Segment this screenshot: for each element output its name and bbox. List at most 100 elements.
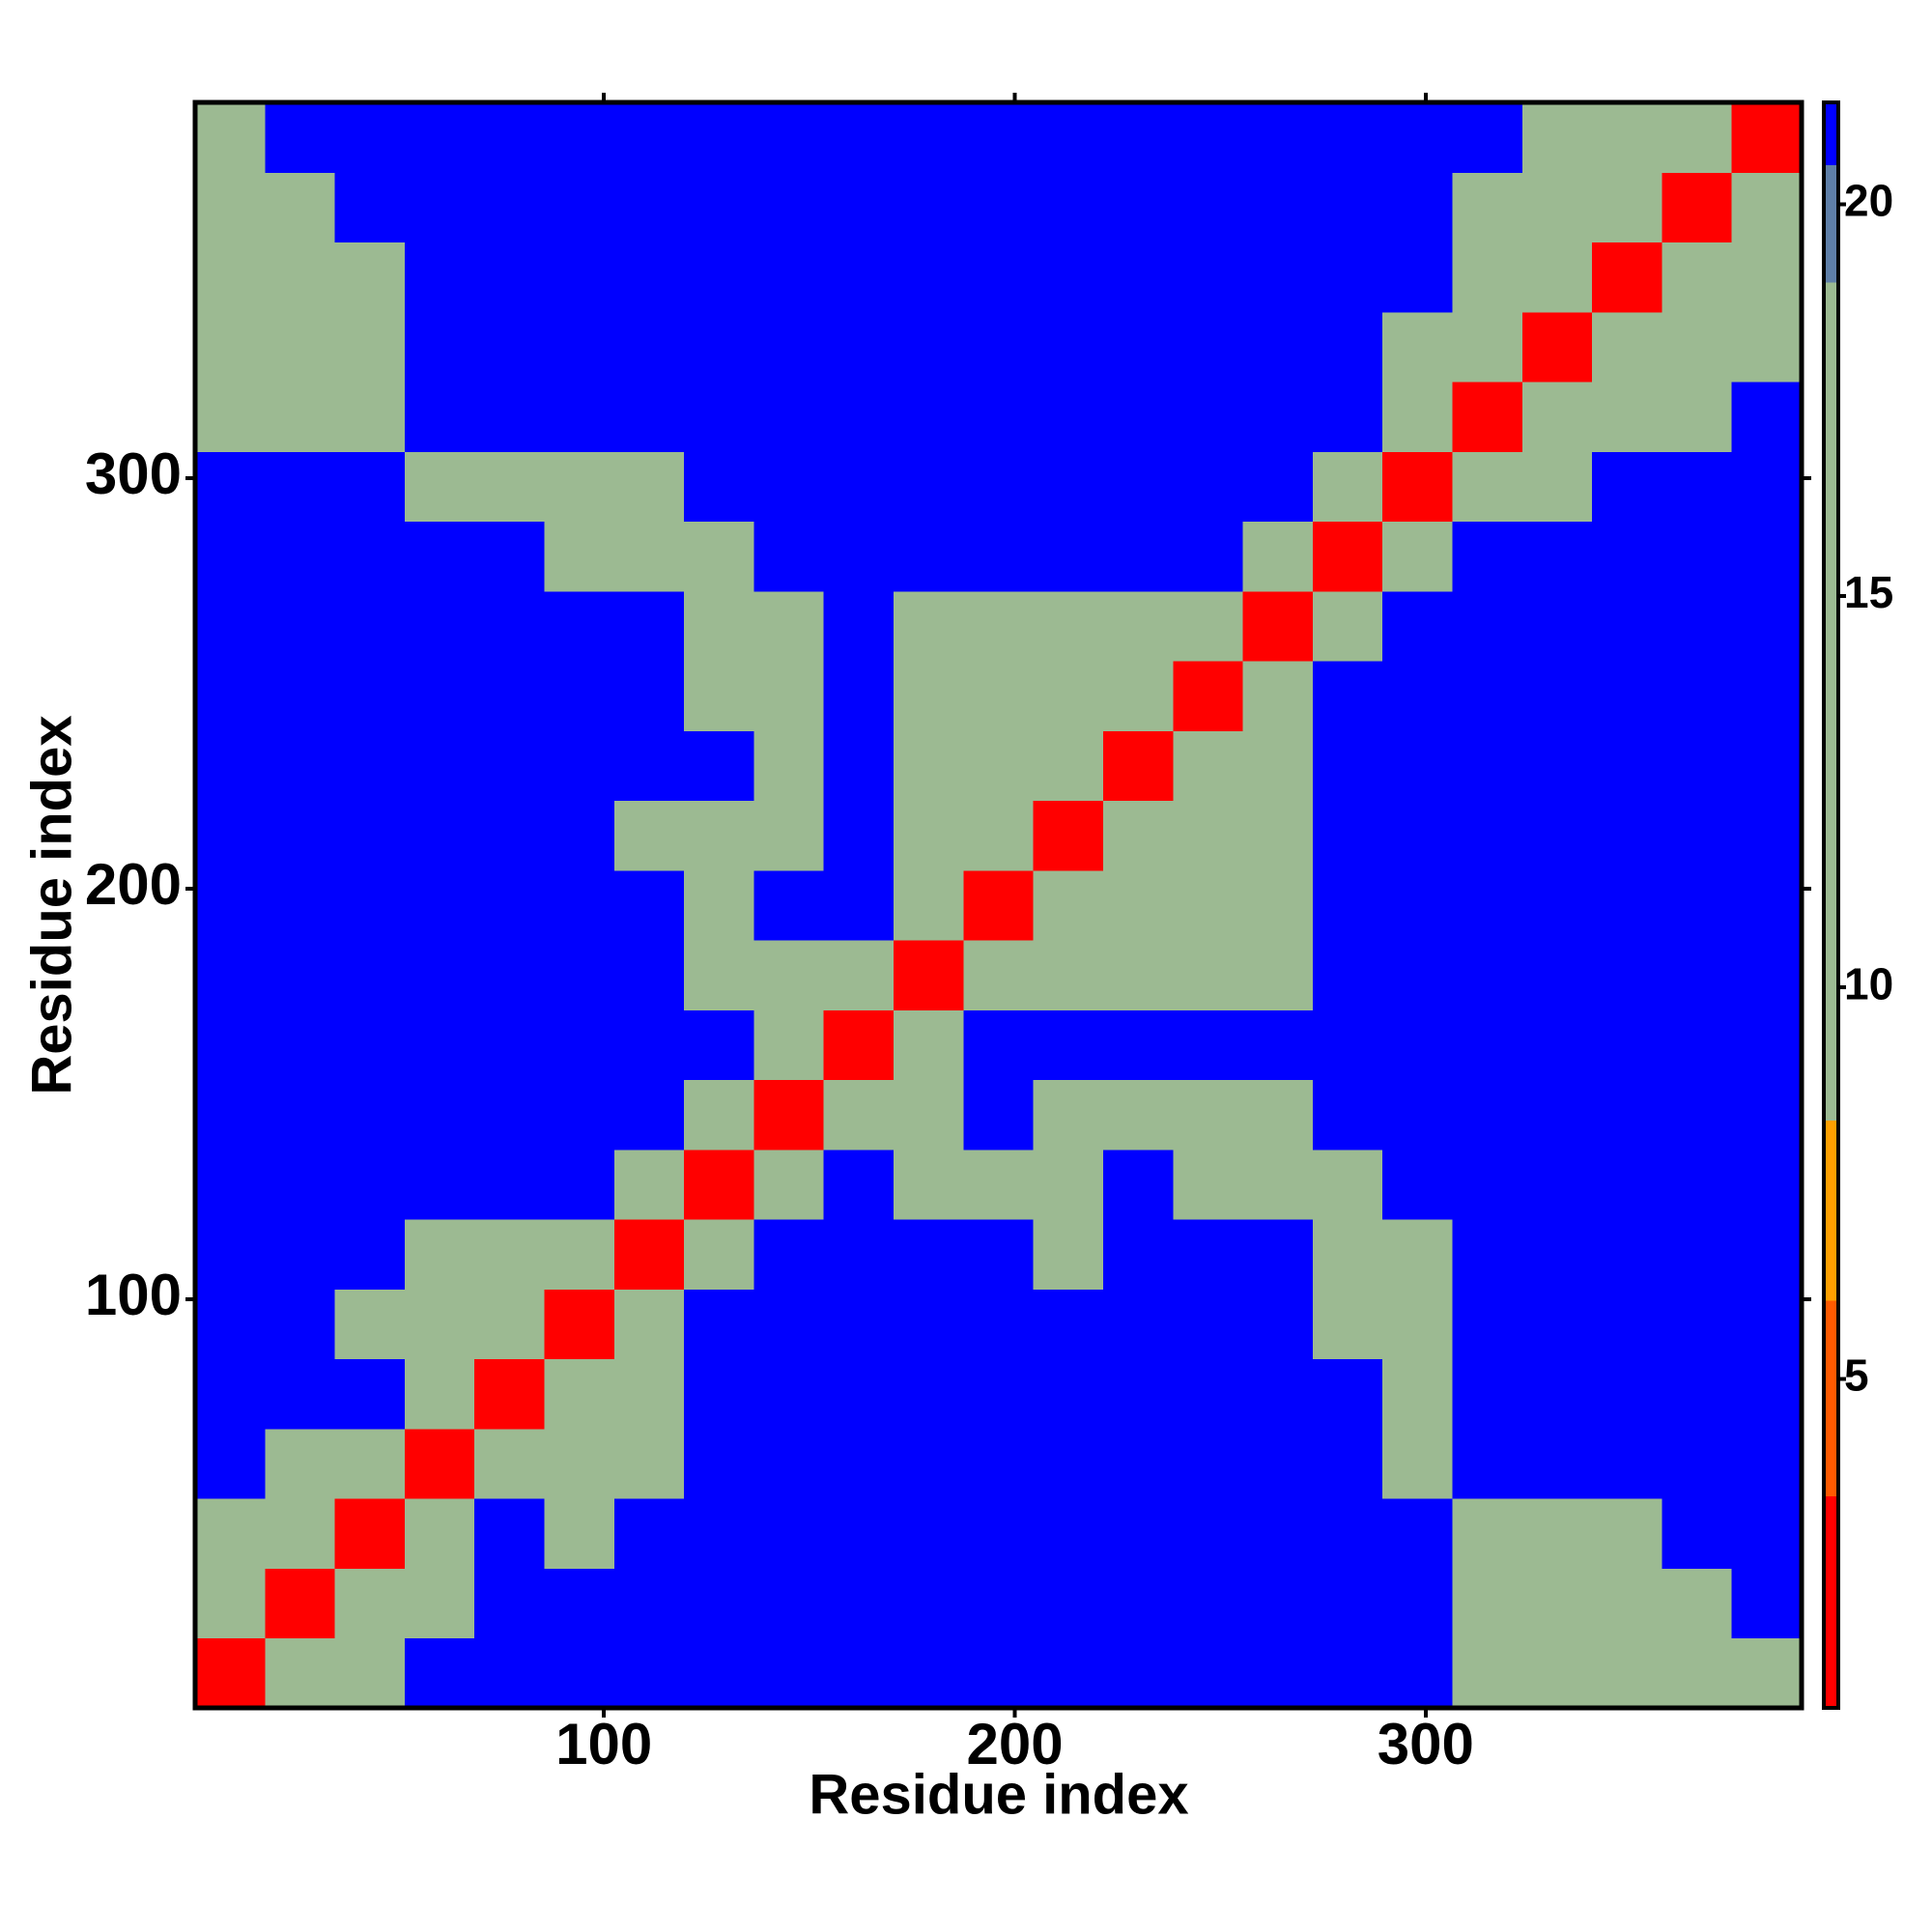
heatmap-cell — [1033, 590, 1104, 662]
heatmap-cell — [963, 1289, 1035, 1360]
heatmap-cell — [1521, 1079, 1593, 1151]
heatmap-cell — [1452, 1079, 1523, 1151]
heatmap-cell — [404, 590, 475, 662]
heatmap-cell — [1592, 311, 1662, 383]
heatmap-cell — [894, 311, 964, 383]
heatmap-cell — [963, 1079, 1035, 1151]
heatmap-cell — [1592, 1219, 1662, 1290]
heatmap-cell — [1102, 940, 1174, 1010]
heatmap-cell — [1452, 1498, 1523, 1569]
heatmap-cell — [753, 1428, 825, 1499]
heatmap-cell — [1521, 242, 1593, 313]
heatmap-cell — [963, 242, 1035, 313]
heatmap-cell — [753, 1358, 825, 1430]
heatmap-cell — [404, 242, 475, 313]
heatmap-cell — [1382, 1289, 1453, 1360]
heatmap-cell — [963, 730, 1035, 802]
heatmap-cell — [1662, 661, 1733, 731]
heatmap-cell — [1521, 730, 1593, 802]
heatmap-cell — [404, 521, 475, 592]
heatmap-cell — [404, 1009, 475, 1081]
heatmap-cell — [1102, 869, 1174, 941]
heatmap-cell — [265, 730, 336, 802]
heatmap-cell — [1592, 730, 1662, 802]
heatmap-cell — [1033, 1219, 1104, 1290]
heatmap-cell — [1033, 382, 1104, 452]
heatmap-cell — [544, 102, 615, 173]
heatmap-cell — [823, 1219, 895, 1290]
heatmap-cell — [195, 451, 266, 523]
heatmap-cell — [1662, 1637, 1733, 1709]
heatmap-cell — [1382, 661, 1453, 731]
heatmap-cell — [613, 172, 685, 243]
heatmap-cell — [613, 1428, 685, 1499]
heatmap-cell — [963, 590, 1035, 662]
heatmap-cell — [1102, 451, 1174, 523]
heatmap-cell — [195, 242, 266, 313]
heatmap-cell — [195, 1637, 266, 1709]
heatmap-cell — [1662, 1358, 1733, 1430]
heatmap-cell — [404, 869, 475, 941]
heatmap-cell — [1242, 311, 1314, 383]
heatmap-cell — [1242, 1009, 1314, 1081]
heatmap-cell — [1521, 1219, 1593, 1290]
heatmap-cell — [1312, 102, 1383, 173]
heatmap-cell — [265, 940, 336, 1010]
heatmap-cell — [544, 242, 615, 313]
heatmap-cell — [1173, 661, 1244, 731]
heatmap-cell — [613, 590, 685, 662]
heatmap-cell — [1592, 869, 1662, 941]
heatmap-cell — [1102, 382, 1174, 452]
heatmap-cell — [1521, 1149, 1593, 1220]
heatmap-cell — [1033, 1079, 1104, 1151]
heatmap-cell — [195, 940, 266, 1010]
heatmap-cell — [1662, 1009, 1733, 1081]
heatmap-cell — [404, 311, 475, 383]
heatmap-cell — [753, 661, 825, 731]
heatmap-cell — [195, 590, 266, 662]
heatmap-cell — [894, 869, 964, 941]
y-tick-label: 300 — [85, 441, 182, 506]
heatmap-cell — [894, 1568, 964, 1639]
heatmap-cell — [1173, 1009, 1244, 1081]
heatmap-cell — [1382, 1079, 1453, 1151]
heatmap-cell — [1452, 382, 1523, 452]
heatmap-cell — [963, 1428, 1035, 1499]
heatmap-cell — [1662, 521, 1733, 592]
heatmap-cell — [684, 940, 754, 1010]
heatmap-cell — [1033, 311, 1104, 383]
heatmap-cell — [474, 1289, 546, 1360]
heatmap-cell — [1173, 1079, 1244, 1151]
heatmap-cell — [823, 1637, 895, 1709]
heatmap-cell — [753, 1079, 825, 1151]
heatmap-cell — [1312, 311, 1383, 383]
heatmap-cell — [1662, 590, 1733, 662]
heatmap-cell — [1382, 1637, 1453, 1709]
heatmap-cell — [1521, 940, 1593, 1010]
heatmap-cell — [1242, 521, 1314, 592]
heatmap-cell — [1312, 1358, 1383, 1430]
heatmap-cell — [684, 451, 754, 523]
heatmap-cell — [1521, 311, 1593, 383]
heatmap-cell — [1033, 1358, 1104, 1430]
heatmap-cell — [195, 1219, 266, 1290]
heatmap-cell — [684, 730, 754, 802]
y-axis-title: Residue index — [20, 715, 83, 1094]
heatmap-cell — [1173, 1219, 1244, 1290]
heatmap-cell — [474, 451, 546, 523]
heatmap-cell — [1033, 1498, 1104, 1569]
heatmap-cell — [1312, 1289, 1383, 1360]
heatmap-cell — [684, 1637, 754, 1709]
heatmap-cell — [963, 1219, 1035, 1290]
heatmap-cell — [1173, 382, 1244, 452]
heatmap-cell — [1102, 521, 1174, 592]
heatmap-cell — [1592, 1568, 1662, 1639]
heatmap-cell — [334, 382, 406, 452]
heatmap-cell — [474, 172, 546, 243]
heatmap-cell — [613, 1498, 685, 1569]
heatmap-cell — [1731, 521, 1803, 592]
heatmap-cell — [823, 311, 895, 383]
heatmap-cell — [1662, 1568, 1733, 1639]
heatmap-cell — [823, 661, 895, 731]
heatmap-cell — [474, 1637, 546, 1709]
